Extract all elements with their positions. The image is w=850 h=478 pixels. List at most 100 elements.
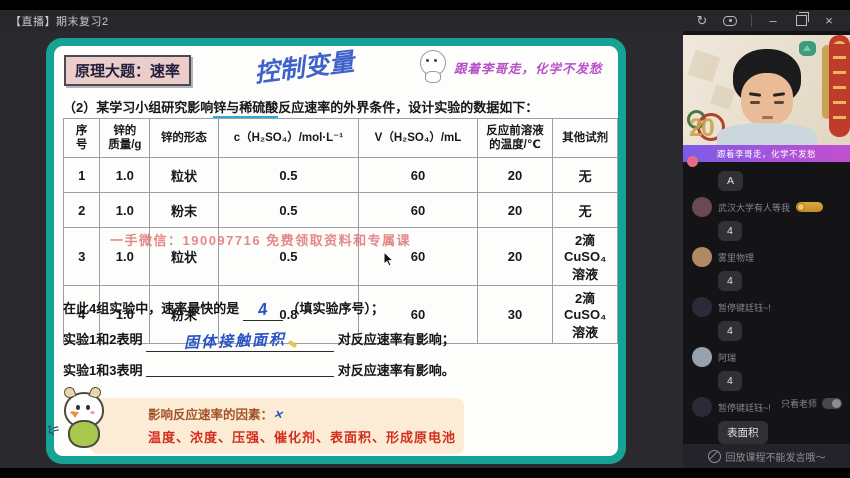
table-cell: 30 bbox=[476, 285, 554, 344]
table-cell: 20 bbox=[476, 157, 554, 193]
table-cell: 0.5 bbox=[217, 192, 360, 228]
note-box: 影响反应速率的因素：× 温度、浓度、压强、催化剂、表面积、形成原电池 bbox=[90, 398, 464, 454]
fill-1-blank: 4 bbox=[242, 299, 283, 321]
note-factors: 温度、浓度、压强、催化剂、表面积、形成原电池 bbox=[148, 430, 457, 445]
handwritten-check-mark: × bbox=[272, 405, 287, 423]
table-cell: 无 bbox=[552, 192, 618, 228]
video-ring-icon bbox=[697, 113, 725, 141]
chat-message-header: 武汉大学有人等我 bbox=[692, 197, 841, 217]
avatar bbox=[692, 247, 712, 267]
table-header-cell: V（H₂SO₄）/mL bbox=[358, 118, 478, 158]
mascot2-eye bbox=[76, 405, 80, 410]
avatar bbox=[692, 197, 712, 217]
table-cell: 60 bbox=[358, 285, 478, 344]
table-cell: 1 bbox=[62, 157, 101, 193]
chat-bubble: 4 bbox=[718, 221, 742, 241]
sidebar: 20 跟着李哥走，化学不发愁 A 武汉大学有人等我 4 雾里物理 4 暂停键廷钰~! 4 阿瑞… bbox=[683, 31, 850, 468]
table-cell: 1.0 bbox=[99, 285, 151, 344]
handwritten-answer-4: 4 bbox=[256, 299, 269, 320]
mascot2-beak bbox=[71, 412, 79, 418]
question-pre: （2）某学习小组研究影响 bbox=[63, 100, 214, 115]
teacher-eyebrow bbox=[772, 92, 786, 97]
fill-3-blank bbox=[146, 376, 335, 377]
video-banner: 跟着李哥走，化学不发愁 bbox=[683, 145, 850, 167]
chat-message: A bbox=[692, 167, 841, 191]
chat-message-header: 暂停键廷钰~! bbox=[692, 397, 841, 417]
table-cell: 粒状 bbox=[149, 227, 219, 286]
table-header-cell: 序 号 bbox=[62, 118, 101, 158]
maximize-button[interactable] bbox=[794, 12, 809, 28]
teacher-eye bbox=[750, 101, 760, 104]
only-teacher-label: 只看老师 bbox=[780, 399, 817, 409]
eye-icon[interactable] bbox=[723, 14, 737, 28]
video-deco bbox=[710, 84, 736, 110]
fill-2-pre: 实验1和2表明 bbox=[63, 332, 143, 347]
chat-username: 雾里物理 bbox=[718, 252, 755, 263]
table-cell: 0.5 bbox=[217, 157, 360, 193]
question-post: 反应速率的外界条件，设计实验的数据如下： bbox=[278, 100, 539, 115]
video-decoration-number: 20 bbox=[689, 114, 715, 142]
table-cell: 1.0 bbox=[99, 227, 151, 286]
mascot-eye bbox=[434, 59, 437, 62]
titlebar-divider bbox=[751, 14, 752, 27]
eye-glyph bbox=[723, 15, 737, 26]
mascot2-cheek bbox=[90, 411, 95, 414]
table-row: 2 1.0 粉末 0.5 60 20 无 bbox=[62, 192, 618, 228]
fill-3-post: 对反应速率有影响。 bbox=[337, 363, 455, 378]
fan-badge bbox=[796, 202, 824, 212]
handwriting-control-variable: 控制变量 bbox=[252, 47, 356, 88]
table-header-cell: 其他试剂 bbox=[552, 118, 618, 158]
table-cell: 2 bbox=[62, 192, 101, 228]
refresh-icon[interactable]: ↻ bbox=[696, 13, 708, 28]
fill-3-pre: 实验1和3表明 bbox=[63, 363, 143, 378]
chat-notice-bar: 回放课程不能发言哦～ bbox=[683, 444, 850, 468]
whiteboard-canvas[interactable]: 原理大题：速率 控制变量 跟着李哥走，化学不发愁 （2）某学习小组研究影响锌与稀… bbox=[54, 46, 618, 456]
mascot-body bbox=[425, 71, 441, 83]
handwritten-answer-phrase: 固体接触面积 bbox=[183, 331, 286, 352]
only-teacher-toggle[interactable] bbox=[822, 398, 842, 409]
whiteboard-frame: 原理大题：速率 控制变量 跟着李哥走，化学不发愁 （2）某学习小组研究影响锌与稀… bbox=[46, 38, 626, 464]
video-badge-green bbox=[799, 41, 816, 56]
handwriting-slogan: 跟着李哥走，化学不发愁 bbox=[454, 62, 603, 76]
chat-message-header: 雾里物理 bbox=[692, 247, 841, 267]
chat-bubble: A bbox=[718, 171, 744, 191]
close-button[interactable]: × bbox=[825, 13, 833, 28]
table-row: 3 1.0 粒状 0.5 60 20 2滴CuSO₄ 溶液 bbox=[62, 227, 618, 286]
table-header-cell: 锌的 质量/g bbox=[99, 118, 151, 158]
handwriting-scribble: ξ= bbox=[46, 422, 61, 438]
table-cell: 粒状 bbox=[149, 157, 219, 193]
window-title: 【直播】期末复习2 bbox=[10, 15, 109, 28]
note-title: 影响反应速率的因素：× bbox=[148, 404, 456, 423]
chat-username: 暂停键廷钰~! bbox=[718, 302, 771, 313]
table-cell: 3 bbox=[62, 227, 101, 286]
chat-username: 阿瑞 bbox=[718, 352, 737, 363]
table-cell: 无 bbox=[552, 157, 618, 193]
chat-username: 武汉大学有人等我 bbox=[718, 202, 791, 213]
banner-text: 跟着李哥走，化学不发愁 bbox=[716, 148, 816, 159]
table-row: 1 1.0 粒状 0.5 60 20 无 bbox=[62, 157, 618, 193]
video-ornament-gold bbox=[822, 45, 832, 119]
chat-bubble: 表面积 bbox=[718, 421, 768, 444]
question-text: （2）某学习小组研究影响锌与稀硫酸反应速率的外界条件，设计实验的数据如下： bbox=[63, 97, 539, 118]
chat-message: 暂停键廷钰~! 4 bbox=[692, 297, 841, 341]
chat-notice-text: 回放课程不能发言哦～ bbox=[725, 452, 826, 464]
table-cell: 0.5 bbox=[217, 227, 360, 286]
mascot-small-icon bbox=[420, 50, 446, 83]
table-cell: 60 bbox=[358, 157, 478, 193]
chat-bubble: 4 bbox=[718, 371, 742, 391]
chat-bubble: 4 bbox=[718, 321, 742, 341]
table-cell: 20 bbox=[476, 192, 554, 228]
mascot-eye bbox=[426, 59, 429, 62]
teacher-mouth bbox=[762, 116, 773, 119]
topic-label: 原理大题：速率 bbox=[64, 55, 192, 86]
chat-list[interactable]: A 武汉大学有人等我 4 雾里物理 4 暂停键廷钰~! 4 阿瑞 4 暂停键廷钰~! 表面积 bbox=[683, 162, 850, 444]
table-cell: 20 bbox=[476, 227, 554, 286]
table-header-cell: 反应前溶液 的温度/℃ bbox=[476, 118, 554, 158]
table-row: 4 1.0 粉末 0.8 60 30 2滴CuSO₄ 溶液 bbox=[62, 285, 618, 344]
minimize-button[interactable]: – bbox=[769, 13, 777, 28]
table-cell: 2滴CuSO₄ 溶液 bbox=[552, 227, 618, 286]
teacher-face bbox=[741, 73, 793, 125]
fill-line-2: 实验1和2表明 固体接触面积 对反应速率有影响； bbox=[63, 329, 455, 352]
chat-message: 阿瑞 4 bbox=[692, 347, 841, 391]
